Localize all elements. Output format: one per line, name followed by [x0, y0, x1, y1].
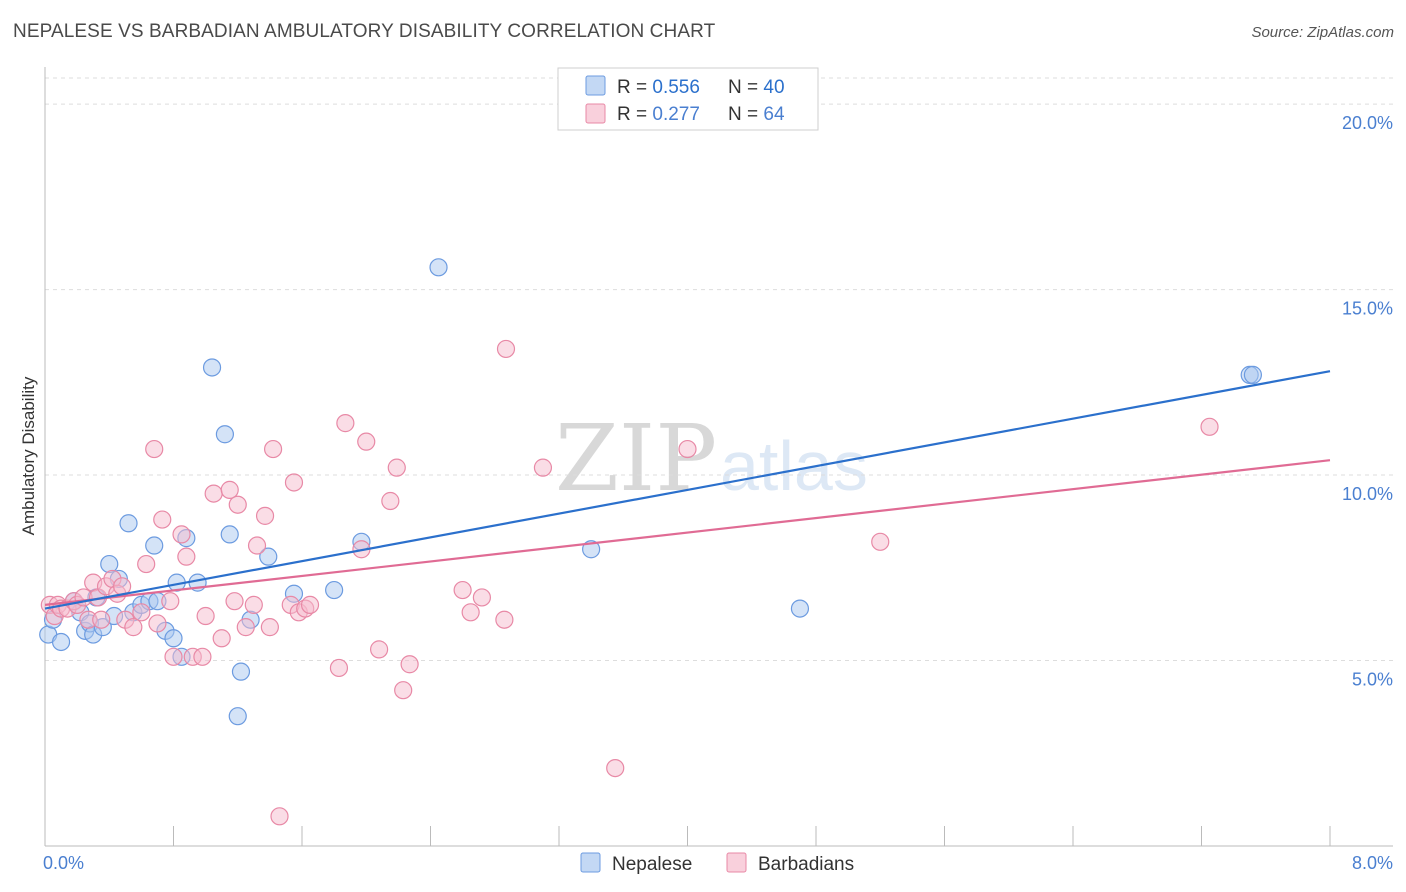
nepalese-trendline [44, 370, 1331, 610]
nepalese-point-13 [119, 514, 138, 533]
barbadian-point-33 [225, 592, 244, 611]
series-legend: Nepalese Barbadians [580, 852, 854, 875]
barbadian-point-25 [172, 525, 191, 544]
series-legend-label-barbadian: Barbadians [758, 854, 854, 875]
legend-n-label: N = [728, 104, 763, 125]
barbadian-point-21 [148, 614, 167, 633]
chart-title: NEPALESE VS BARBADIAN AMBULATORY DISABIL… [13, 21, 716, 42]
barbadian-point-60 [495, 610, 514, 629]
nepalese-point-28 [231, 662, 251, 681]
nepalese-point-37 [790, 599, 810, 618]
barbadian-point-31 [212, 629, 231, 648]
barbadian-point-47 [329, 658, 349, 678]
barbadian-point-41 [270, 807, 289, 826]
barbadian-point-59 [496, 339, 516, 359]
legend-r-label: R = [617, 77, 652, 98]
barbadian-point-55 [400, 655, 419, 674]
nepalese-point-2 [51, 632, 71, 652]
barbadian-point-63 [678, 439, 697, 459]
barbadian-point-53 [387, 458, 406, 477]
legend-row-barbadian: R = 0.277 N = 64 [617, 104, 785, 125]
chart-source: Source: ZipAtlas.com [1251, 24, 1394, 41]
legend-r-label: R = [617, 104, 652, 125]
nepalese-point-10 [100, 554, 119, 574]
nepalese-point-39 [1243, 365, 1263, 384]
legend-n-value-nepalese: 40 [763, 77, 784, 98]
trendlines [44, 370, 1331, 610]
barbadian-point-38 [255, 506, 275, 525]
barbadian-point-50 [357, 432, 376, 451]
barbadian-point-48 [336, 414, 355, 433]
barbadian-point-28 [193, 647, 212, 666]
barbadian-point-65 [1200, 417, 1219, 436]
x-tick-label-8: 8.0% [1352, 853, 1393, 873]
barbadian-point-18 [132, 603, 151, 622]
barbadian-point-57 [461, 603, 480, 622]
nepalese-point-36 [582, 540, 601, 559]
nepalese-point-29 [228, 707, 247, 726]
barbadian-point-62 [606, 758, 625, 778]
legend-r-value-barbadian: 0.277 [652, 104, 700, 125]
barbadian-point-30 [204, 484, 223, 503]
barbadian-trendline [44, 459, 1331, 606]
barbadian-points [40, 339, 1219, 826]
nepalese-point-31 [259, 547, 278, 566]
y-tick-labels: 5.0% 10.0% 15.0% 20.0% [1342, 113, 1393, 689]
barbadian-point-54 [394, 681, 413, 700]
series-legend-swatch-barbadian [726, 852, 747, 873]
stats-legend: R = 0.556 N = 40 R = 0.277 N = 64 [557, 67, 819, 131]
barbadian-point-22 [153, 510, 172, 529]
barbadian-point-20 [145, 439, 164, 459]
watermark-atlas: atlas [720, 427, 868, 505]
y-tick-label-0: 5.0% [1352, 670, 1393, 690]
legend-swatch-barbadian [585, 103, 606, 124]
legend-n-value-barbadian: 64 [763, 104, 785, 125]
barbadian-point-29 [196, 606, 215, 626]
barbadian-point-11 [92, 610, 111, 629]
barbadian-point-36 [244, 595, 263, 614]
nepalese-point-17 [145, 536, 164, 555]
barbadian-point-37 [247, 536, 267, 555]
x-tick-label-0: 0.0% [43, 853, 84, 873]
series-legend-swatch-nepalese [580, 852, 601, 873]
legend-swatch-nepalese [585, 75, 606, 96]
legend-row-nepalese: R = 0.556 N = 40 [617, 77, 785, 98]
nepalese-point-33 [325, 580, 344, 600]
barbadian-point-40 [263, 439, 283, 459]
y-tick-label-3: 20.0% [1342, 113, 1393, 133]
legend-r-value-nepalese: 0.556 [652, 77, 700, 98]
barbadian-point-51 [370, 640, 389, 659]
barbadian-point-23 [161, 592, 180, 611]
barbadian-point-52 [381, 491, 400, 511]
nepalese-point-25 [202, 358, 222, 377]
y-tick-label-2: 15.0% [1342, 299, 1393, 319]
barbadian-point-39 [260, 618, 279, 637]
nepalese-point-20 [164, 629, 183, 648]
y-axis-label: Ambulatory Disability [19, 376, 38, 535]
barbadian-point-35 [236, 618, 255, 637]
barbadian-point-46 [300, 595, 320, 614]
legend-n-label: N = [728, 77, 763, 98]
barbadian-point-34 [228, 495, 247, 514]
series-legend-label-nepalese: Nepalese [612, 854, 692, 875]
nepalese-point-35 [429, 258, 448, 277]
barbadian-point-17 [124, 618, 143, 637]
barbadian-point-24 [164, 647, 183, 666]
nepalese-point-26 [215, 425, 234, 444]
barbadian-point-56 [453, 580, 472, 600]
barbadian-point-32 [220, 480, 239, 499]
gridlines [45, 77, 1393, 662]
barbadian-point-64 [871, 532, 890, 551]
barbadian-point-26 [177, 547, 196, 566]
watermark-zip: ZIP [555, 405, 717, 512]
nepalese-point-27 [220, 525, 239, 544]
barbadian-point-61 [533, 458, 553, 477]
barbadian-point-19 [137, 554, 156, 574]
y-tick-label-1: 10.0% [1342, 484, 1393, 504]
barbadian-point-58 [472, 588, 491, 607]
x-ticks [44, 826, 1331, 846]
axes [44, 67, 1393, 847]
barbadian-point-43 [284, 473, 304, 492]
